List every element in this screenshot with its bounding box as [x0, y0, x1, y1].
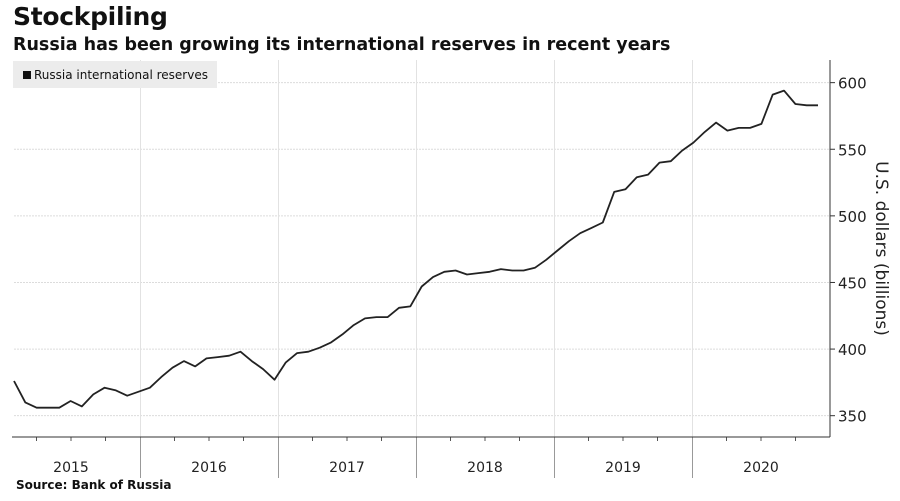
legend: Russia international reserves [13, 61, 217, 88]
y-tick-label: 400 [838, 341, 867, 359]
y-tick-label: 350 [838, 408, 867, 426]
legend-swatch [23, 70, 31, 79]
x-tick-label: 2018 [467, 460, 503, 476]
x-tick-label: 2015 [53, 460, 89, 476]
x-tick-label: 2017 [329, 460, 365, 476]
y-tick-label: 600 [838, 75, 867, 93]
y-tick-label: 550 [838, 141, 867, 159]
x-tick-label: 2020 [743, 460, 779, 476]
chart-subtitle: Russia has been growing its internationa… [13, 35, 671, 55]
legend-label: Russia international reserves [34, 67, 208, 82]
chart-title: Stockpiling [13, 2, 168, 31]
series-line [13, 89, 818, 409]
x-tick-label: 2019 [605, 460, 641, 476]
x-tick-label: 2016 [191, 460, 227, 476]
y-tick-label: 450 [838, 274, 867, 292]
source-note: Source: Bank of Russia [16, 478, 172, 492]
y-tick-label: 500 [838, 208, 867, 226]
y-axis-label: U.S. dollars (billions) [871, 161, 891, 336]
